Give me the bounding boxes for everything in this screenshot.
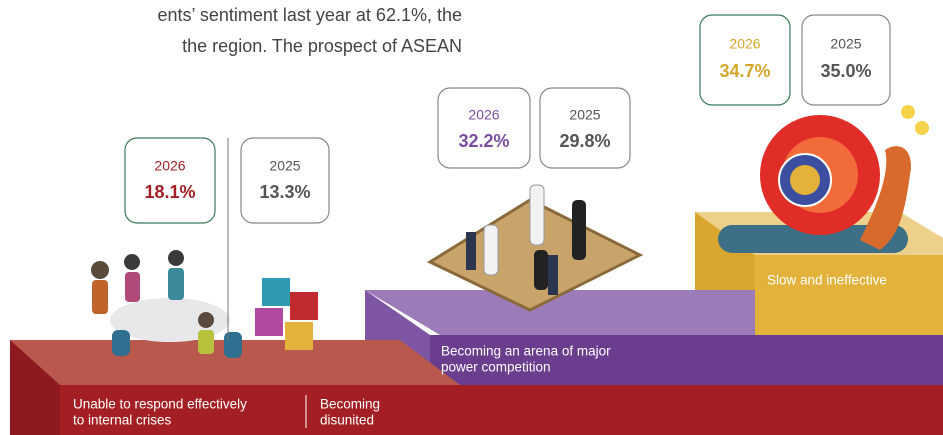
- snail-illustration: [718, 105, 929, 253]
- intro-line: the region. The prospect of ASEAN: [182, 36, 462, 56]
- year: 2025: [569, 107, 600, 123]
- caption: Becoming: [320, 397, 380, 412]
- step-front: [755, 255, 943, 335]
- figure-box: 2025 13.3%: [241, 138, 329, 223]
- step-top: [365, 290, 755, 335]
- value: 34.7%: [719, 61, 770, 81]
- figure-box: 2026 34.7%: [700, 15, 790, 105]
- infographic: ents’ sentiment last year at 62.1%, the …: [0, 0, 943, 435]
- year: 2026: [468, 107, 499, 123]
- caption: Unable to respond effectively: [73, 397, 247, 412]
- caption: Slow and ineffective: [767, 273, 887, 288]
- year: 2025: [830, 36, 861, 52]
- puzzle-illustration: [255, 278, 318, 350]
- intro-line: ents’ sentiment last year at 62.1%, the: [158, 5, 463, 25]
- value: 13.3%: [259, 182, 310, 202]
- figure-box: 2025 35.0%: [802, 15, 890, 105]
- value: 35.0%: [820, 61, 871, 81]
- figure-box: 2025 29.8%: [540, 88, 630, 168]
- year: 2026: [729, 36, 760, 52]
- caption: Becoming an arena of major: [441, 344, 611, 359]
- value: 32.2%: [458, 131, 509, 151]
- page: ents’ sentiment last year at 62.1%, the …: [0, 0, 943, 435]
- value: 29.8%: [559, 131, 610, 151]
- caption: to internal crises: [73, 413, 172, 428]
- figure-box: 2026 32.2%: [438, 88, 530, 168]
- value: 18.1%: [144, 182, 195, 202]
- caption: power competition: [441, 360, 551, 375]
- year: 2025: [269, 158, 300, 174]
- figure-box: 2026 18.1%: [125, 138, 215, 223]
- year: 2026: [154, 158, 185, 174]
- caption: disunited: [320, 413, 374, 428]
